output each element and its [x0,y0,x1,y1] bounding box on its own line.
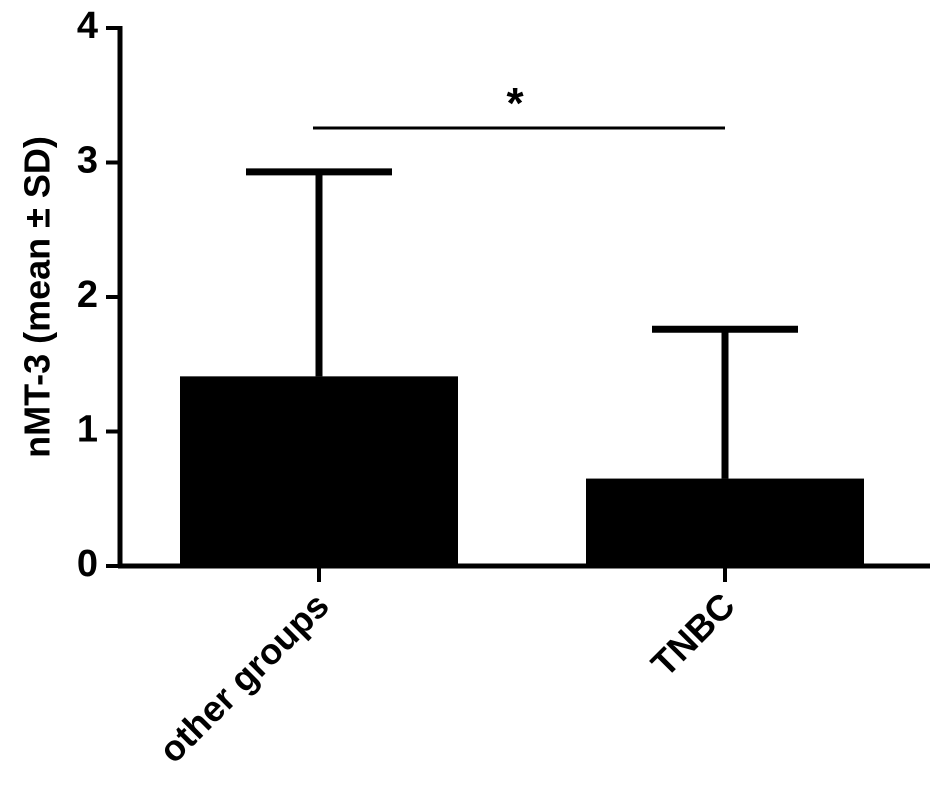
x-tick-label: TNBC [643,585,743,685]
y-tick-label: 4 [77,5,98,47]
x-tick-label: other groups [151,585,337,771]
bar [586,478,864,566]
y-tick-label: 1 [77,409,98,451]
y-tick-label: 3 [77,140,98,182]
significance-label: * [506,79,524,128]
y-tick-label: 0 [77,543,98,585]
y-axis-label: nMT-3 (mean ± SD) [17,136,58,458]
bar [180,376,458,566]
y-tick-label: 2 [77,274,98,316]
